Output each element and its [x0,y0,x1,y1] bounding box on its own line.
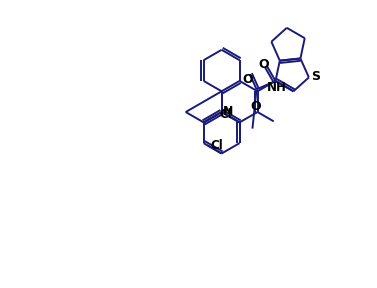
Text: O: O [242,73,253,86]
Text: Cl: Cl [210,139,223,152]
Text: O: O [250,100,261,113]
Text: O: O [258,58,269,71]
Text: S: S [311,69,320,83]
Text: Cl: Cl [220,108,233,121]
Text: N: N [223,105,233,118]
Text: NH: NH [267,81,287,94]
